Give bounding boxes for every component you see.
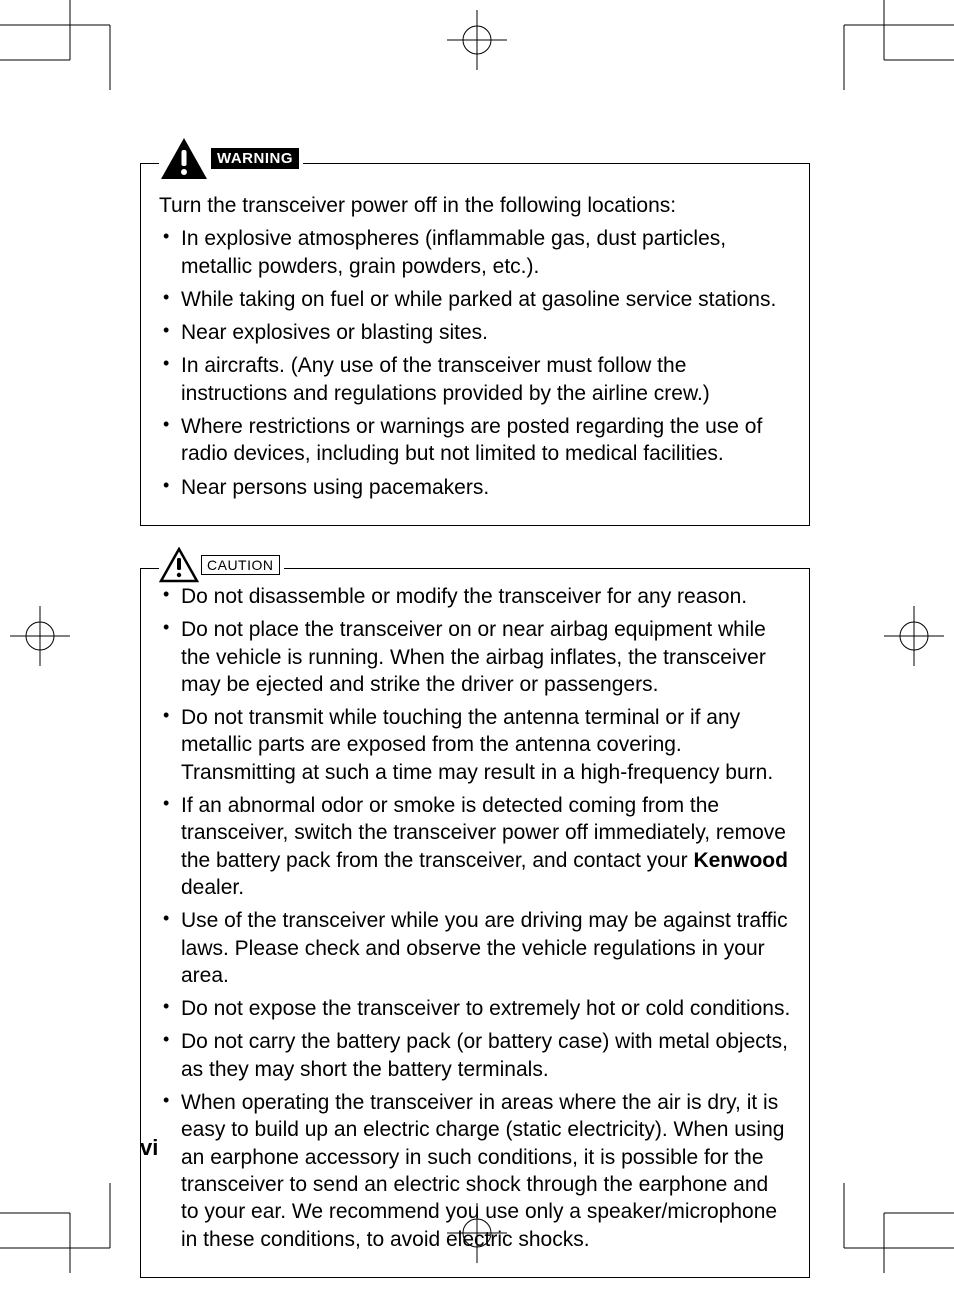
caution-label: CAUTION [201, 555, 280, 575]
caution-item: Do not place the transceiver on or near … [159, 616, 791, 698]
caution-item: Do not carry the battery pack (or batter… [159, 1028, 791, 1083]
warning-list: In explosive atmospheres (inflammable ga… [159, 225, 791, 501]
caution-item: Do not disassemble or modify the transce… [159, 583, 791, 610]
page-body: WARNING Turn the transceiver power off i… [140, 135, 810, 1308]
caution-triangle-icon [159, 547, 199, 583]
caution-item: Do not transmit while touching the anten… [159, 704, 791, 786]
kenwood-bold: Kenwood [693, 849, 788, 872]
warning-triangle-icon [159, 136, 209, 181]
warning-item: While taking on fuel or while parked at … [159, 286, 791, 313]
caution-item: Do not expose the transceiver to extreme… [159, 995, 791, 1022]
caution-item: When operating the transceiver in areas … [159, 1089, 791, 1253]
warning-label: WARNING [211, 148, 299, 169]
caution-box: CAUTION Do not disassemble or modify the… [140, 568, 810, 1278]
warning-item: In aircrafts. (Any use of the transceive… [159, 352, 791, 407]
warning-intro: Turn the transceiver power off in the fo… [159, 192, 791, 219]
caution-header: CAUTION [159, 547, 284, 583]
caution-item: Use of the transceiver while you are dri… [159, 907, 791, 989]
caution-list: Do not disassemble or modify the transce… [159, 583, 791, 1253]
warning-item: In explosive atmospheres (inflammable ga… [159, 225, 791, 280]
warning-box: WARNING Turn the transceiver power off i… [140, 163, 810, 526]
warning-header: WARNING [159, 136, 303, 181]
caution-item: If an abnormal odor or smoke is detected… [159, 792, 791, 901]
warning-item: Near persons using pacemakers. [159, 474, 791, 501]
warning-item: Where restrictions or warnings are poste… [159, 413, 791, 468]
page-number: vi [140, 1135, 158, 1161]
warning-item: Near explosives or blasting sites. [159, 319, 791, 346]
caution-text-post: dealer. [181, 876, 244, 899]
